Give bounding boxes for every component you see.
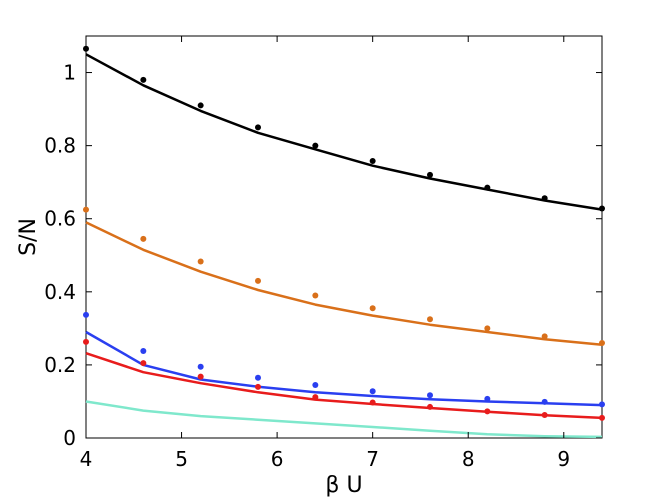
data-point — [427, 316, 433, 323]
data-point — [541, 333, 548, 340]
data-point — [484, 325, 491, 332]
data-point — [255, 277, 261, 284]
data-point — [427, 392, 433, 399]
series-2 — [83, 311, 605, 408]
data-point — [83, 338, 89, 345]
y-tick-label: 0.8 — [44, 134, 76, 158]
data-point — [83, 311, 89, 318]
axes-layer: 4 5 6 7 8 9 0 0.2 0.4 0.6 0.8 1 — [44, 36, 602, 471]
data-point — [484, 184, 491, 191]
data-point — [83, 45, 89, 52]
series-3 — [83, 338, 605, 421]
data-point — [599, 401, 605, 408]
data-point — [312, 382, 319, 389]
data-point — [197, 102, 204, 109]
data-point — [599, 414, 605, 421]
y-tick-label: 0.2 — [44, 353, 76, 377]
data-point — [541, 398, 548, 405]
data-point — [197, 373, 204, 380]
y-tick-label: 0.4 — [44, 280, 76, 304]
y-tick-label: 1 — [63, 61, 76, 85]
data-point — [255, 383, 261, 390]
x-axis-label: β U — [325, 473, 362, 498]
data-point — [599, 205, 605, 212]
data-point — [541, 411, 548, 418]
data-point — [140, 348, 147, 355]
data-point — [83, 206, 89, 213]
data-point — [255, 124, 261, 131]
data-point — [427, 171, 433, 178]
series-line — [85, 53, 603, 211]
data-point — [197, 258, 204, 265]
x-tick-label: 5 — [175, 447, 188, 471]
x-tick-label: 9 — [557, 447, 570, 471]
data-point — [312, 292, 319, 299]
series-4 — [85, 400, 603, 439]
series-line — [85, 221, 603, 347]
data-point — [140, 360, 147, 367]
y-axis-label: S/N — [16, 218, 41, 256]
y-tick-label: 0.6 — [44, 207, 76, 231]
data-point — [255, 374, 261, 381]
series-0 — [83, 45, 605, 212]
series-layer — [83, 45, 605, 439]
x-tick-label: 4 — [80, 447, 93, 471]
data-point — [312, 142, 319, 149]
series-line — [85, 330, 603, 407]
series-1 — [83, 206, 605, 347]
data-point — [484, 395, 491, 402]
plot-area — [85, 35, 603, 439]
data-point — [599, 339, 605, 346]
data-point — [484, 408, 491, 415]
data-point — [541, 195, 548, 202]
x-tick-label: 8 — [462, 447, 475, 471]
data-point — [369, 399, 376, 406]
data-point — [427, 403, 433, 410]
data-point — [197, 363, 204, 370]
data-point — [369, 305, 376, 312]
data-point — [369, 388, 376, 395]
data-point — [140, 235, 147, 242]
series-line — [85, 352, 603, 420]
data-point — [312, 394, 319, 401]
x-tick-label: 6 — [271, 447, 284, 471]
data-point — [140, 76, 147, 83]
y-tick-label: 0 — [63, 426, 76, 450]
data-point — [369, 157, 376, 164]
x-tick-label: 7 — [366, 447, 379, 471]
series-line — [85, 400, 603, 439]
